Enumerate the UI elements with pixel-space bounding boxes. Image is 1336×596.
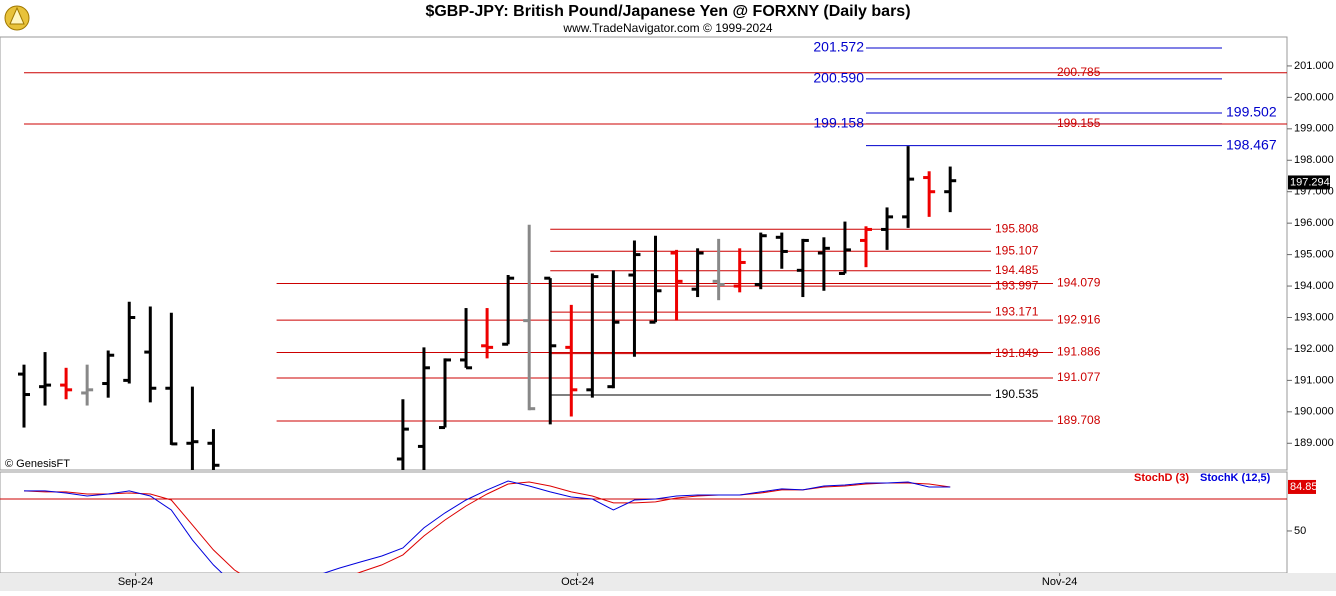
level-label: 191.886 (1057, 345, 1101, 359)
price-bar (460, 308, 473, 370)
level-label: 191.077 (1057, 370, 1101, 384)
level-label: 194.485 (995, 263, 1039, 277)
price-bar (417, 347, 430, 470)
price-bar (902, 146, 915, 228)
price-bar (544, 276, 557, 425)
y-tick-label: 195.000 (1294, 249, 1334, 261)
y-tick-label: 190.000 (1294, 406, 1334, 418)
price-bar (607, 270, 620, 389)
price-bar (923, 171, 936, 217)
y-tick-label: 192.000 (1294, 343, 1334, 355)
y-tick-label: 200.000 (1294, 91, 1334, 103)
price-bar (207, 429, 220, 470)
level-label: 198.467 (1226, 136, 1277, 152)
logo (4, 5, 30, 31)
price-bar (691, 248, 704, 298)
level-label: 200.785 (1057, 65, 1101, 79)
price-bar (81, 364, 94, 406)
y-tick-label: 194.000 (1294, 280, 1334, 292)
price-bar (733, 248, 746, 293)
legend-entry: StochD (3) (1134, 472, 1189, 484)
legend-entry: StochK (12,5) (1200, 472, 1271, 484)
level-label: 191.849 (995, 346, 1039, 360)
level-label: 192.916 (1057, 312, 1101, 326)
last-ind-box (1288, 479, 1316, 494)
price-bar (102, 350, 115, 398)
level-label: 201.572 (813, 39, 864, 55)
last-price-box (1288, 175, 1330, 190)
indicator-pane (0, 471, 1288, 574)
time-axis (0, 573, 1336, 591)
x-tick-label: Sep-24 (118, 576, 153, 588)
ind-y-tick-label: 50 (1294, 525, 1306, 537)
price-bar (39, 352, 52, 406)
price-bar (754, 232, 767, 290)
price-bar (523, 224, 536, 411)
y-tick-label: 191.000 (1294, 374, 1334, 386)
y-tick-label: 189.000 (1294, 437, 1334, 449)
y-tick-label: 201.000 (1294, 60, 1334, 72)
axes: 189.000 190.000 191.000 192.000 193.000 194.0… (118, 39, 1334, 588)
price-bar (628, 240, 641, 357)
level-label: 193.997 (995, 278, 1039, 292)
price-bar (438, 358, 451, 430)
price-pane (0, 36, 1288, 471)
level-label: 189.708 (1057, 413, 1101, 427)
chart-title: $GBP-JPY: British Pound/Japanese Yen @ F… (425, 3, 910, 20)
price-bar (944, 166, 957, 213)
price-bar (796, 238, 809, 298)
price-bar (670, 249, 683, 321)
level-label: 200.590 (813, 70, 864, 86)
last-ind-label: 84.85 (1290, 481, 1318, 493)
price-plot (17, 47, 1287, 470)
last-price-label: 197.294 (1290, 176, 1330, 188)
x-tick-label: Nov-24 (1042, 576, 1077, 588)
price-bar (649, 235, 662, 324)
price-bar (838, 221, 851, 275)
price-bar (17, 364, 30, 428)
price-bar (881, 207, 894, 250)
indicator-plot (23, 480, 951, 573)
price-bar (144, 306, 157, 403)
level-label: 194.079 (1057, 276, 1101, 290)
stoch-line (24, 480, 951, 573)
price-bar (586, 273, 599, 398)
title-band (0, 0, 1336, 37)
level-label: 190.535 (995, 387, 1039, 401)
price-bar (565, 304, 578, 417)
price-bar (186, 386, 199, 470)
y-tick-label: 199.000 (1294, 123, 1334, 135)
level-label: 193.171 (995, 304, 1039, 318)
price-bar (165, 312, 178, 446)
price-bar (502, 275, 515, 346)
price-bar (817, 237, 830, 291)
price-bar (60, 367, 73, 400)
chart-subtitle: www.TradeNavigator.com © 1999-2024 (562, 21, 772, 35)
price-bar (712, 238, 725, 301)
level-label: 199.158 (813, 115, 864, 131)
y-tick-label: 198.000 (1294, 154, 1334, 166)
source-note: © GenesisFT (5, 458, 70, 470)
price-bar (859, 226, 872, 268)
price-bar (481, 308, 494, 359)
level-label: 195.107 (995, 243, 1039, 257)
y-tick-label: 193.000 (1294, 311, 1334, 323)
y-tick-label: 196.000 (1294, 217, 1334, 229)
level-label: 199.502 (1226, 104, 1277, 120)
price-bar (396, 399, 409, 470)
price-bar (775, 232, 788, 269)
level-label: 195.808 (995, 221, 1039, 235)
level-label: 199.155 (1057, 116, 1101, 130)
price-bar (123, 301, 136, 384)
x-tick-label: Oct-24 (561, 576, 594, 588)
